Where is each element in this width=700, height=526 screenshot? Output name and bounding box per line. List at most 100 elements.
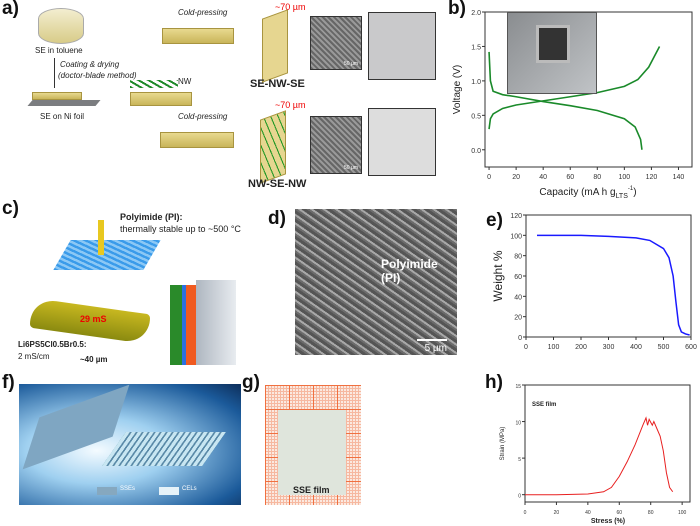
press-stack-2 bbox=[160, 132, 234, 148]
x-tick-label: 20 bbox=[512, 174, 520, 181]
thickness-label: ~40 µm bbox=[80, 355, 108, 364]
cell-layer-anode bbox=[170, 285, 182, 365]
label-cold-pressing-2: Cold-pressing bbox=[178, 112, 228, 121]
formula-label: Li6PS5Cl0.5Br0.5: bbox=[18, 340, 87, 349]
label-nw-se-nw: NW-SE-NW bbox=[248, 178, 307, 190]
panel-label: g) bbox=[242, 372, 260, 393]
cel-mesh bbox=[102, 432, 226, 466]
sse-film-label: SSE film bbox=[293, 485, 330, 495]
arrow bbox=[54, 58, 55, 88]
x-tick-label: 0 bbox=[524, 344, 528, 351]
x-axis-label: Stress (%) bbox=[591, 518, 625, 525]
y-tick-label: 0.0 bbox=[471, 148, 481, 155]
sem-image-polyimide: Polyimide (PI) 5 µm bbox=[295, 209, 457, 355]
x-tick-label: 60 bbox=[566, 174, 574, 181]
x-tick-label: 40 bbox=[585, 510, 591, 516]
y-tick-label: 120 bbox=[510, 213, 522, 220]
y-tick-label: 80 bbox=[514, 254, 522, 261]
x-tick-label: 100 bbox=[548, 344, 560, 351]
sem-image-2: 50 µm bbox=[310, 116, 362, 174]
y-tick-label: 0.5 bbox=[471, 113, 481, 120]
panel-label: h) bbox=[485, 372, 503, 393]
label-se-nw-se: SE-NW-SE bbox=[250, 78, 305, 90]
label-nw: NW bbox=[178, 77, 192, 86]
cell-layer-cathode bbox=[186, 285, 196, 365]
y-tick-label: 1.5 bbox=[471, 44, 481, 51]
x-tick-label: 40 bbox=[539, 174, 547, 181]
panel-label: a) bbox=[2, 0, 19, 19]
annotation-label: SSE film bbox=[532, 402, 556, 408]
plot-frame bbox=[524, 384, 691, 503]
panel-label: e) bbox=[486, 210, 503, 231]
ni-foil bbox=[27, 100, 101, 106]
x-tick-label: 140 bbox=[673, 174, 685, 181]
x-tick-label: 0 bbox=[524, 510, 527, 516]
x-tick-label: 0 bbox=[487, 174, 491, 181]
data-series-line bbox=[488, 51, 643, 150]
panel-label: b) bbox=[448, 0, 466, 19]
y-tick-label: 60 bbox=[514, 274, 522, 281]
graph-paper-photo: SSE film bbox=[265, 385, 361, 505]
y-tick-label: 10 bbox=[515, 421, 521, 427]
inset-photo-cell bbox=[507, 12, 597, 94]
current-collector bbox=[196, 280, 236, 365]
label-se-ni: SE on Ni foil bbox=[40, 112, 85, 121]
y-tick-label: 40 bbox=[514, 294, 522, 301]
y-axis-label: Voltage (V) bbox=[452, 65, 463, 114]
plot-frame bbox=[525, 214, 692, 338]
chart-h: 0 20 40 60 80 100 0 5 10 15 Strain (MPa) Stress (%)… bbox=[500, 384, 691, 525]
formula-conductivity: 2 mS/cm bbox=[18, 352, 50, 361]
x-axis-label: Capacity (mA h gLTS-1) bbox=[539, 186, 636, 200]
chart-e: 0 100 200 300 400 500 600 0 20 40 60 80 100 120 Weight… bbox=[491, 213, 697, 351]
photo-membrane-1 bbox=[368, 12, 436, 80]
polyimide-label: Polyimide (PI) bbox=[381, 257, 438, 285]
data-series-line bbox=[525, 416, 674, 496]
y-tick-label: 100 bbox=[510, 233, 522, 240]
x-tick-label: 80 bbox=[593, 174, 601, 181]
legend-cel: CELs bbox=[182, 486, 197, 492]
legend-swatch-cel bbox=[159, 487, 179, 495]
x-tick-label: 60 bbox=[617, 510, 623, 516]
panel-label: d) bbox=[268, 208, 286, 229]
panel-label: c) bbox=[2, 198, 19, 219]
label-cold-pressing-1: Cold-pressing bbox=[178, 8, 228, 17]
scale-bar-label: 5 µm bbox=[424, 343, 447, 354]
data-series-line bbox=[537, 234, 690, 336]
nanowire-mat bbox=[130, 80, 178, 88]
x-tick-label: 600 bbox=[685, 344, 697, 351]
thickness-label-2: ~70 µm bbox=[275, 100, 306, 110]
pi-title: Polyimide (PI): bbox=[120, 212, 183, 222]
x-tick-label: 300 bbox=[603, 344, 615, 351]
membrane-nw-se-nw bbox=[260, 110, 286, 184]
label-se-toluene: SE in toluene bbox=[35, 46, 83, 55]
se-slab bbox=[130, 92, 192, 106]
fiber-mat bbox=[53, 240, 161, 270]
conductivity-label: 29 mS bbox=[80, 314, 107, 324]
x-tick-label: 500 bbox=[658, 344, 670, 351]
x-tick-label: 100 bbox=[678, 510, 687, 516]
y-tick-label: 15 bbox=[515, 384, 521, 390]
y-tick-label: 0 bbox=[518, 335, 522, 342]
beaker-illustration bbox=[38, 8, 84, 44]
cell-layer-separator bbox=[182, 285, 186, 365]
chart-b: 0 20 40 60 80 100 120 140 0.0 0.5 1.0 1.5 2.0 Voltage… bbox=[452, 10, 693, 200]
se-layer bbox=[32, 92, 82, 100]
membrane-se-nw-se bbox=[262, 9, 288, 83]
y-axis-label: Weight % bbox=[491, 250, 505, 301]
x-tick-label: 200 bbox=[575, 344, 587, 351]
illustration-sse-cel: SSEs CELs bbox=[19, 384, 241, 505]
y-axis-label: Strain (MPa) bbox=[500, 427, 506, 461]
data-series-line bbox=[488, 46, 661, 130]
scale-bar bbox=[417, 339, 447, 341]
panel-label: f) bbox=[2, 372, 15, 393]
x-tick-label: 100 bbox=[619, 174, 631, 181]
label-method: (doctor-blade method) bbox=[58, 71, 137, 80]
y-tick-label: 2.0 bbox=[471, 10, 481, 17]
legend-swatch-sse bbox=[97, 487, 117, 495]
pi-pour bbox=[98, 220, 104, 255]
pi-description: thermally stable up to ~500 °C bbox=[120, 224, 241, 234]
x-tick-label: 120 bbox=[646, 174, 658, 181]
y-tick-label: 0 bbox=[518, 494, 521, 500]
label-coating: Coating & drying bbox=[60, 60, 120, 69]
